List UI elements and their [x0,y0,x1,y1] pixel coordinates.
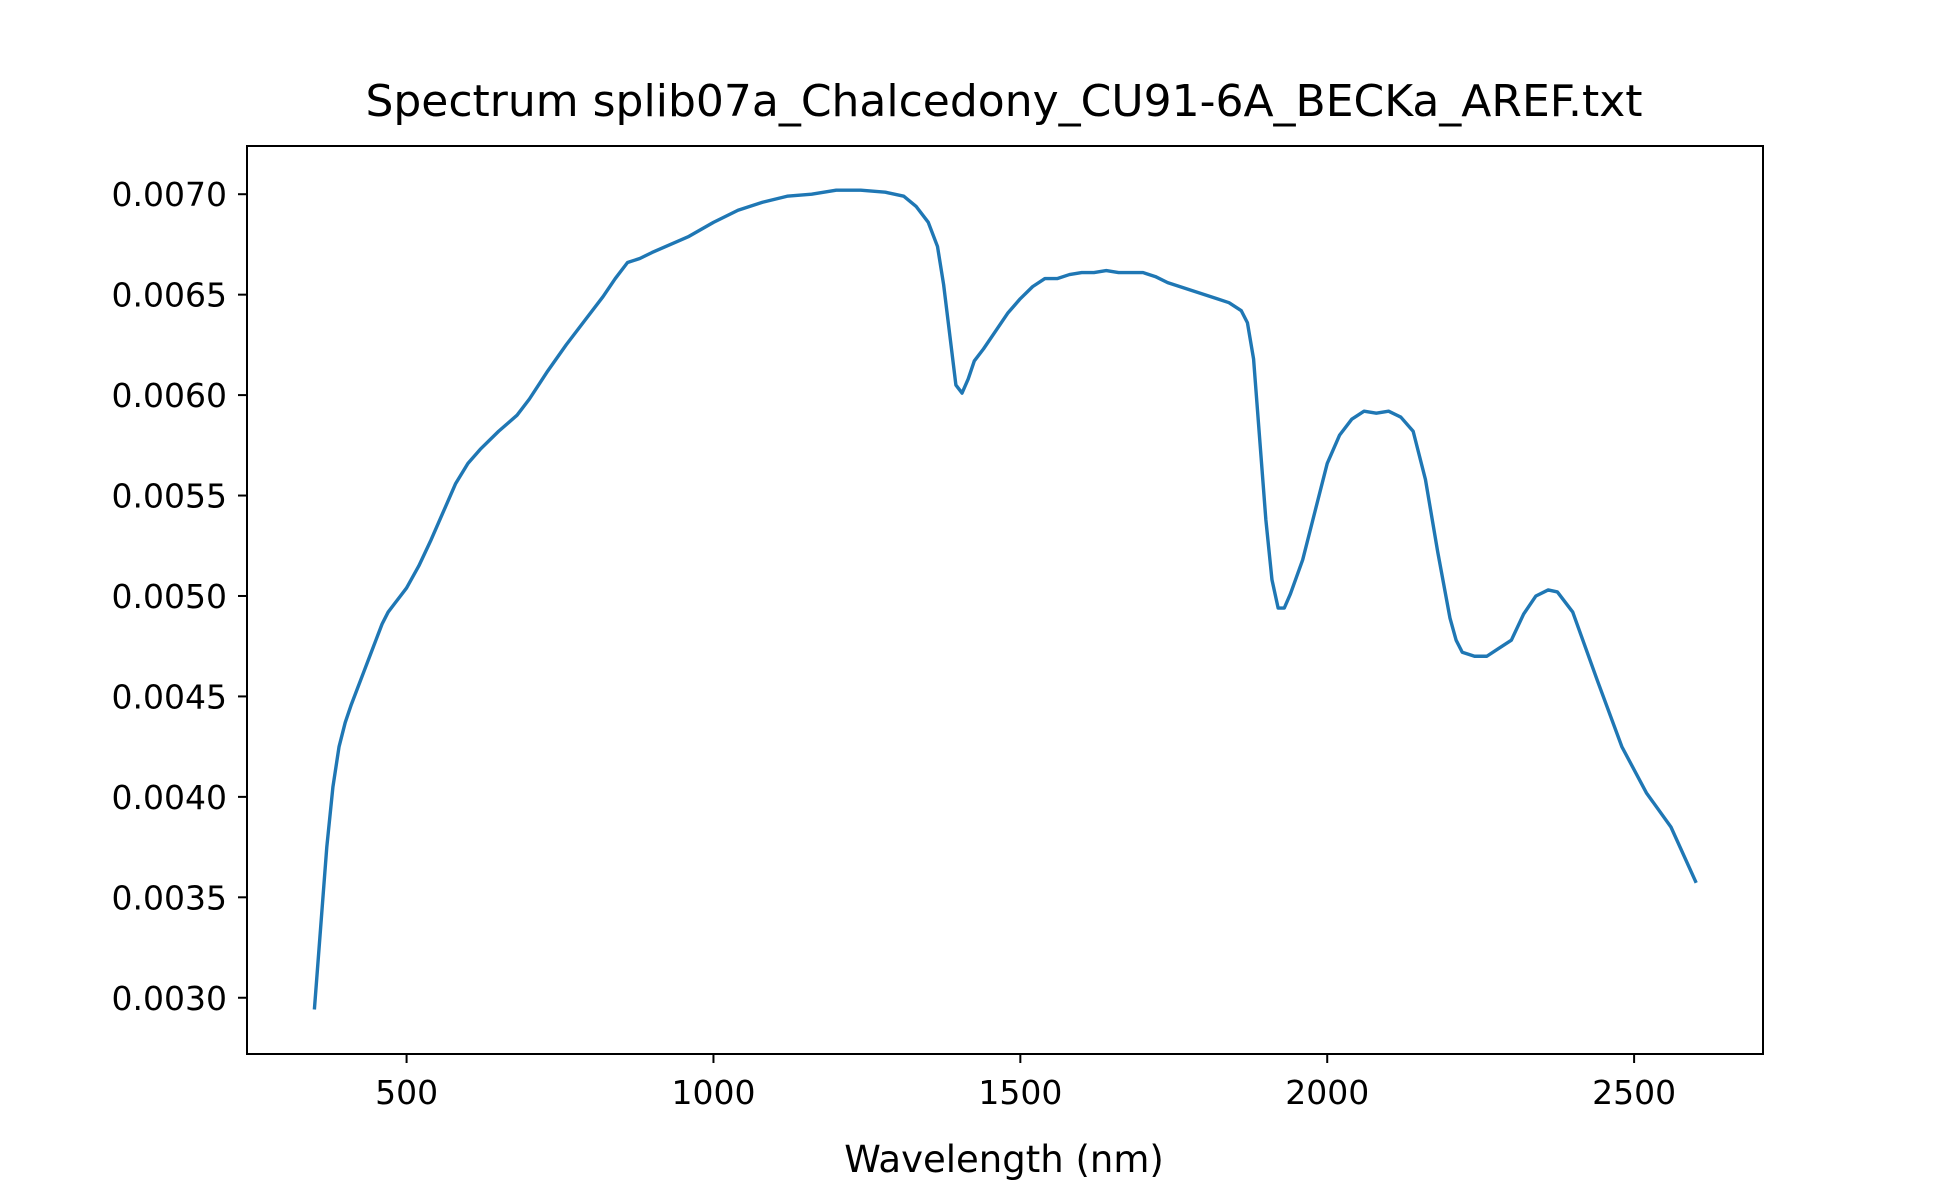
plot-area [312,188,1698,1010]
axes-frame [246,145,1764,1055]
x-tick-label: 500 [375,1073,438,1112]
y-tick-label: 0.0050 [112,577,227,616]
y-tick-label: 0.0065 [112,276,227,315]
y-tick-label: 0.0045 [112,677,227,716]
x-tick-label: 2000 [1285,1073,1369,1112]
axes: 500 1000 1500 2000 2500 0.0030 0.0035 0.0040 0.0… [112,145,1764,1112]
y-tick-label: 0.0055 [112,477,227,516]
y-tick-label: 0.0030 [112,979,227,1018]
y-tick-label: 0.0040 [112,778,227,817]
y-tick-label: 0.0035 [112,878,227,917]
spectrum-line-series-0 [312,188,1698,1010]
y-tick-label: 0.0070 [112,175,227,214]
x-tick-label: 2500 [1592,1073,1676,1112]
x-tick-label: 1500 [978,1073,1062,1112]
chart-title: Spectrum splib07a_Chalcedony_CU91-6A_BEC… [365,76,1642,127]
y-tick-label: 0.0060 [112,376,227,415]
x-tick-label: 1000 [671,1073,755,1112]
x-axis-label: Wavelength (nm) [844,1138,1164,1181]
